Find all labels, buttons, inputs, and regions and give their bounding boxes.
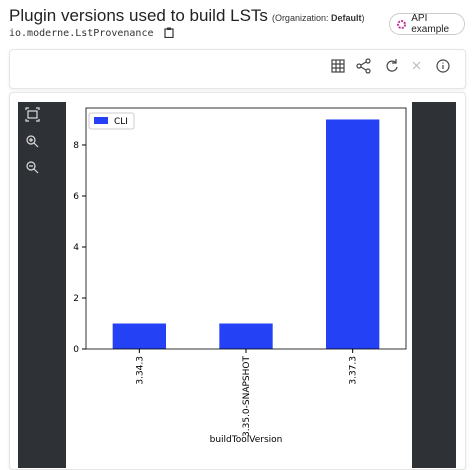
recipe-id: io.moderne.LstProvenance — [9, 28, 154, 39]
refresh-icon[interactable] — [386, 59, 398, 72]
y-tick-label: 6 — [73, 192, 79, 202]
toolbar — [9, 49, 466, 89]
api-button[interactable]: API example — [389, 13, 465, 35]
bar — [219, 323, 273, 349]
y-tick-label: 8 — [73, 141, 79, 151]
legend-swatch — [94, 117, 108, 124]
fit-icon[interactable] — [25, 107, 40, 122]
close-icon[interactable] — [412, 61, 421, 70]
bar — [326, 119, 380, 349]
org-label: Organization: — [274, 13, 329, 23]
axes-frame — [85, 107, 407, 350]
bar — [112, 323, 166, 349]
x-axis-label: buildToolVersion — [210, 435, 283, 445]
page-title: Plugin versions used to build LSTs (Organ… — [9, 6, 365, 26]
zoom-out-icon[interactable] — [26, 161, 39, 174]
organization: (Organization: Default) — [271, 13, 365, 23]
x-tick-label: 3.37.3 — [349, 356, 359, 385]
title-text: Plugin versions used to build LSTs — [9, 6, 268, 25]
subtitle: io.moderne.LstProvenance — [9, 27, 174, 39]
info-icon[interactable] — [436, 59, 450, 73]
x-tick-label: 3.35.0-SNAPSHOT — [242, 356, 252, 437]
table-icon[interactable] — [331, 59, 345, 73]
toolbar-icons — [331, 58, 450, 74]
y-tick-label: 4 — [73, 243, 79, 253]
api-label: API example — [411, 13, 450, 35]
y-tick-label: 2 — [73, 294, 79, 304]
legend-label: CLI — [114, 117, 128, 127]
zoom-in-icon[interactable] — [26, 135, 39, 148]
copy-icon[interactable] — [163, 27, 174, 39]
x-tick-label: 3.34.3 — [135, 356, 145, 385]
y-tick-label: 0 — [73, 345, 79, 355]
share-icon[interactable] — [356, 58, 371, 74]
api-icon — [397, 19, 406, 29]
org-name: Default — [330, 13, 362, 23]
